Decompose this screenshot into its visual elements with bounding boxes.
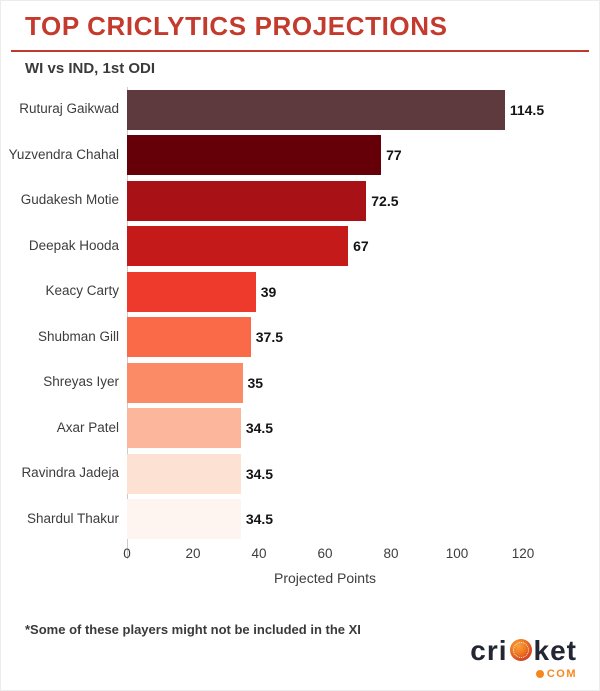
logo-dot-icon (535, 670, 544, 678)
chart-rows: Ruturaj Gaikwad 114.5 Yuzvendra Chahal 77 Gu… (1, 87, 599, 542)
value-label: 35 (247, 374, 264, 391)
x-tick-label: 80 (383, 546, 399, 561)
chart-row: Shardul Thakur 34.5 (1, 497, 599, 543)
category-label: Shubman Gill (37, 328, 119, 344)
value-label: 39 (260, 283, 277, 300)
footnote: *Some of these players might not be incl… (25, 622, 361, 637)
value-label: 34.5 (245, 420, 274, 437)
category-label: Deepak Hooda (28, 237, 119, 253)
page-title: TOP CRICLYTICS PROJECTIONS (25, 11, 448, 41)
logo-tld: COM (546, 668, 577, 680)
x-tick-label: 20 (185, 546, 201, 561)
bar (127, 362, 243, 403)
chart-row: Deepak Hooda 67 (1, 224, 599, 270)
header: TOP CRICLYTICS PROJECTIONS WI vs IND, 1s… (1, 1, 599, 77)
bar (127, 180, 367, 221)
value-label: 34.5 (245, 465, 274, 482)
category-label: Ruturaj Gaikwad (19, 101, 119, 117)
chart-row: Ravindra Jadeja 34.5 (1, 451, 599, 497)
plot-area: 72.5 (127, 180, 523, 221)
logo-text-post: ket (533, 635, 577, 666)
category-label: Keacy Carty (45, 283, 119, 299)
cricket-ball-icon (509, 639, 532, 661)
x-tick-label: 40 (251, 546, 267, 561)
plot-area: 35 (127, 362, 523, 403)
bar (127, 317, 251, 358)
title-divider (11, 50, 589, 52)
x-tick-label: 60 (317, 546, 333, 561)
category-label: Shardul Thakur (26, 510, 119, 526)
category-label: Shreyas Iyer (43, 374, 119, 390)
category-label: Ravindra Jadeja (21, 465, 119, 481)
category-label: Gudakesh Motie (20, 192, 119, 208)
chart-row: Shubman Gill 37.5 (1, 315, 599, 361)
chart-row: Gudakesh Motie 72.5 (1, 178, 599, 224)
bar (127, 408, 241, 449)
bar (127, 271, 256, 312)
bar (127, 453, 241, 494)
plot-area: 114.5 (127, 89, 544, 130)
plot-area: 34.5 (127, 499, 523, 540)
category-label: Axar Patel (56, 419, 119, 435)
match-subtitle: WI vs IND, 1st ODI (25, 60, 156, 77)
value-label: 77 (386, 147, 402, 164)
value-label: 72.5 (371, 192, 399, 209)
bar (127, 89, 505, 130)
value-label: 34.5 (245, 511, 274, 528)
x-axis-label: Projected Points (274, 570, 376, 586)
category-label: Yuzvendra Chahal (8, 146, 119, 162)
chart-row: Keacy Carty 39 (1, 269, 599, 315)
logo-domain: COM (470, 668, 577, 680)
plot-area: 77 (127, 135, 523, 176)
plot-area: 34.5 (127, 408, 523, 449)
x-tick-label: 0 (123, 546, 131, 561)
plot-area: 39 (127, 271, 523, 312)
chart-row: Ruturaj Gaikwad 114.5 (1, 87, 599, 133)
plot-area: 37.5 (127, 317, 523, 358)
plot-area: 34.5 (127, 453, 523, 494)
bar-chart: Ruturaj Gaikwad 114.5 Yuzvendra Chahal 77 Gu… (1, 87, 599, 586)
value-label: 67 (353, 238, 369, 255)
logo-wordmark: cri ket (470, 637, 577, 665)
bar (127, 499, 241, 540)
chart-row: Axar Patel 34.5 (1, 406, 599, 452)
bar (127, 135, 382, 176)
x-tick-label: 120 (511, 546, 535, 561)
bar (127, 226, 349, 267)
chart-row: Yuzvendra Chahal 77 (1, 133, 599, 179)
value-label: 114.5 (509, 101, 545, 118)
x-axis-ticks: 0 20 40 60 80 100 120 (1, 545, 599, 563)
x-tick-label: 100 (445, 546, 469, 561)
chart-row: Shreyas Iyer 35 (1, 360, 599, 406)
value-label: 37.5 (255, 329, 283, 346)
logo-text-pre: cri (470, 635, 508, 666)
brand-logo: cri ket COM (470, 637, 577, 681)
plot-area: 67 (127, 226, 523, 267)
